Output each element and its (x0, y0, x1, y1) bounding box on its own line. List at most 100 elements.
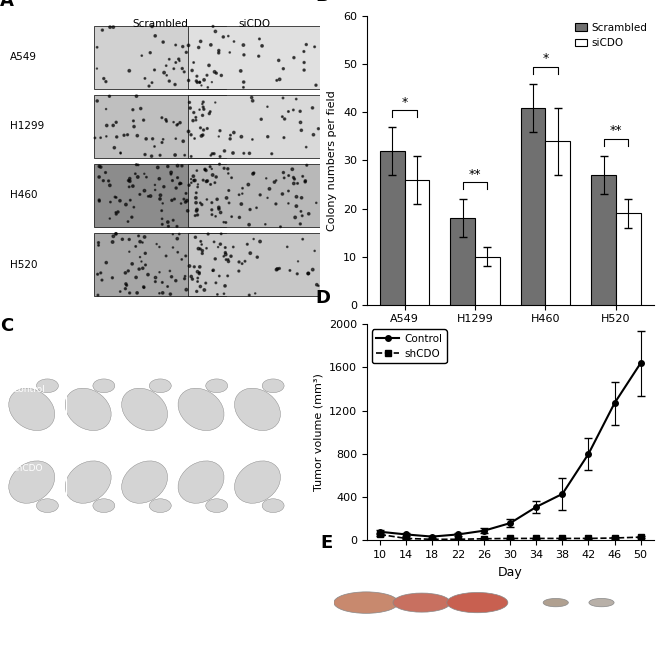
Y-axis label: Colony numbers per field: Colony numbers per field (327, 90, 338, 231)
Point (121, 278, 131, 289)
Point (195, 244, 205, 254)
Point (111, 117, 121, 128)
Point (132, 130, 143, 141)
Point (189, 175, 200, 185)
Point (151, 239, 162, 250)
Point (289, 52, 299, 63)
Point (149, 141, 160, 152)
Point (154, 288, 165, 299)
Point (153, 162, 163, 173)
Point (303, 208, 314, 219)
Point (247, 168, 258, 179)
Point (275, 221, 286, 232)
Point (92, 96, 103, 106)
Point (211, 68, 221, 79)
Point (101, 77, 111, 87)
Point (103, 176, 114, 186)
Point (191, 187, 201, 198)
Point (179, 274, 190, 284)
Point (274, 263, 285, 274)
Point (220, 250, 231, 260)
Text: H460: H460 (10, 191, 37, 200)
Point (134, 264, 145, 274)
Point (194, 104, 205, 115)
Point (289, 174, 299, 184)
Point (104, 91, 115, 102)
Point (167, 176, 178, 186)
Bar (450, 218, 475, 305)
Point (295, 117, 306, 128)
FancyBboxPatch shape (189, 26, 320, 88)
Point (139, 282, 149, 293)
Point (125, 195, 135, 206)
Legend: Scrambled, siCDO: Scrambled, siCDO (571, 18, 652, 52)
Point (288, 105, 299, 115)
Point (261, 173, 271, 183)
Point (277, 189, 287, 199)
Point (192, 210, 203, 220)
Point (94, 161, 105, 172)
Bar (380, 151, 405, 305)
Point (292, 178, 303, 189)
Point (236, 132, 247, 142)
Point (213, 202, 224, 213)
Point (193, 179, 203, 189)
Bar (521, 107, 546, 305)
Point (179, 194, 189, 204)
Point (139, 232, 150, 242)
Point (198, 102, 209, 112)
Point (297, 210, 307, 221)
Point (131, 272, 141, 283)
Text: shCDO: shCDO (564, 634, 600, 644)
Point (171, 57, 181, 67)
Point (170, 150, 181, 160)
Point (127, 259, 137, 269)
Point (210, 98, 221, 108)
Point (91, 64, 102, 74)
Point (219, 288, 229, 299)
Point (198, 97, 209, 107)
Point (209, 149, 219, 159)
Point (115, 148, 126, 159)
Point (129, 121, 139, 132)
Point (244, 148, 255, 159)
Point (117, 234, 127, 244)
Point (171, 183, 181, 193)
Point (207, 197, 217, 208)
Point (221, 254, 231, 265)
Point (215, 239, 225, 250)
Point (255, 236, 265, 247)
Point (233, 257, 244, 267)
Point (296, 193, 307, 203)
Point (214, 159, 225, 170)
Text: A549: A549 (10, 52, 37, 62)
Point (194, 77, 205, 87)
Point (175, 178, 185, 189)
Point (291, 94, 301, 104)
Point (205, 150, 216, 160)
Point (98, 176, 109, 186)
Point (124, 181, 135, 192)
Point (167, 242, 178, 253)
Point (111, 132, 122, 142)
Point (177, 64, 187, 74)
Point (113, 207, 123, 217)
Point (291, 191, 301, 202)
Point (252, 252, 263, 263)
Point (115, 286, 125, 297)
FancyBboxPatch shape (95, 233, 226, 296)
Point (279, 132, 289, 143)
Point (213, 45, 224, 56)
Point (122, 130, 133, 140)
Point (237, 189, 247, 199)
Point (213, 204, 224, 214)
Legend: Control, shCDO: Control, shCDO (372, 329, 446, 363)
Point (283, 106, 293, 117)
Point (177, 41, 188, 52)
Point (174, 179, 185, 189)
Point (174, 56, 185, 66)
Point (161, 116, 172, 126)
Ellipse shape (205, 379, 227, 393)
Text: siCDO: siCDO (238, 20, 270, 29)
Point (123, 266, 133, 276)
